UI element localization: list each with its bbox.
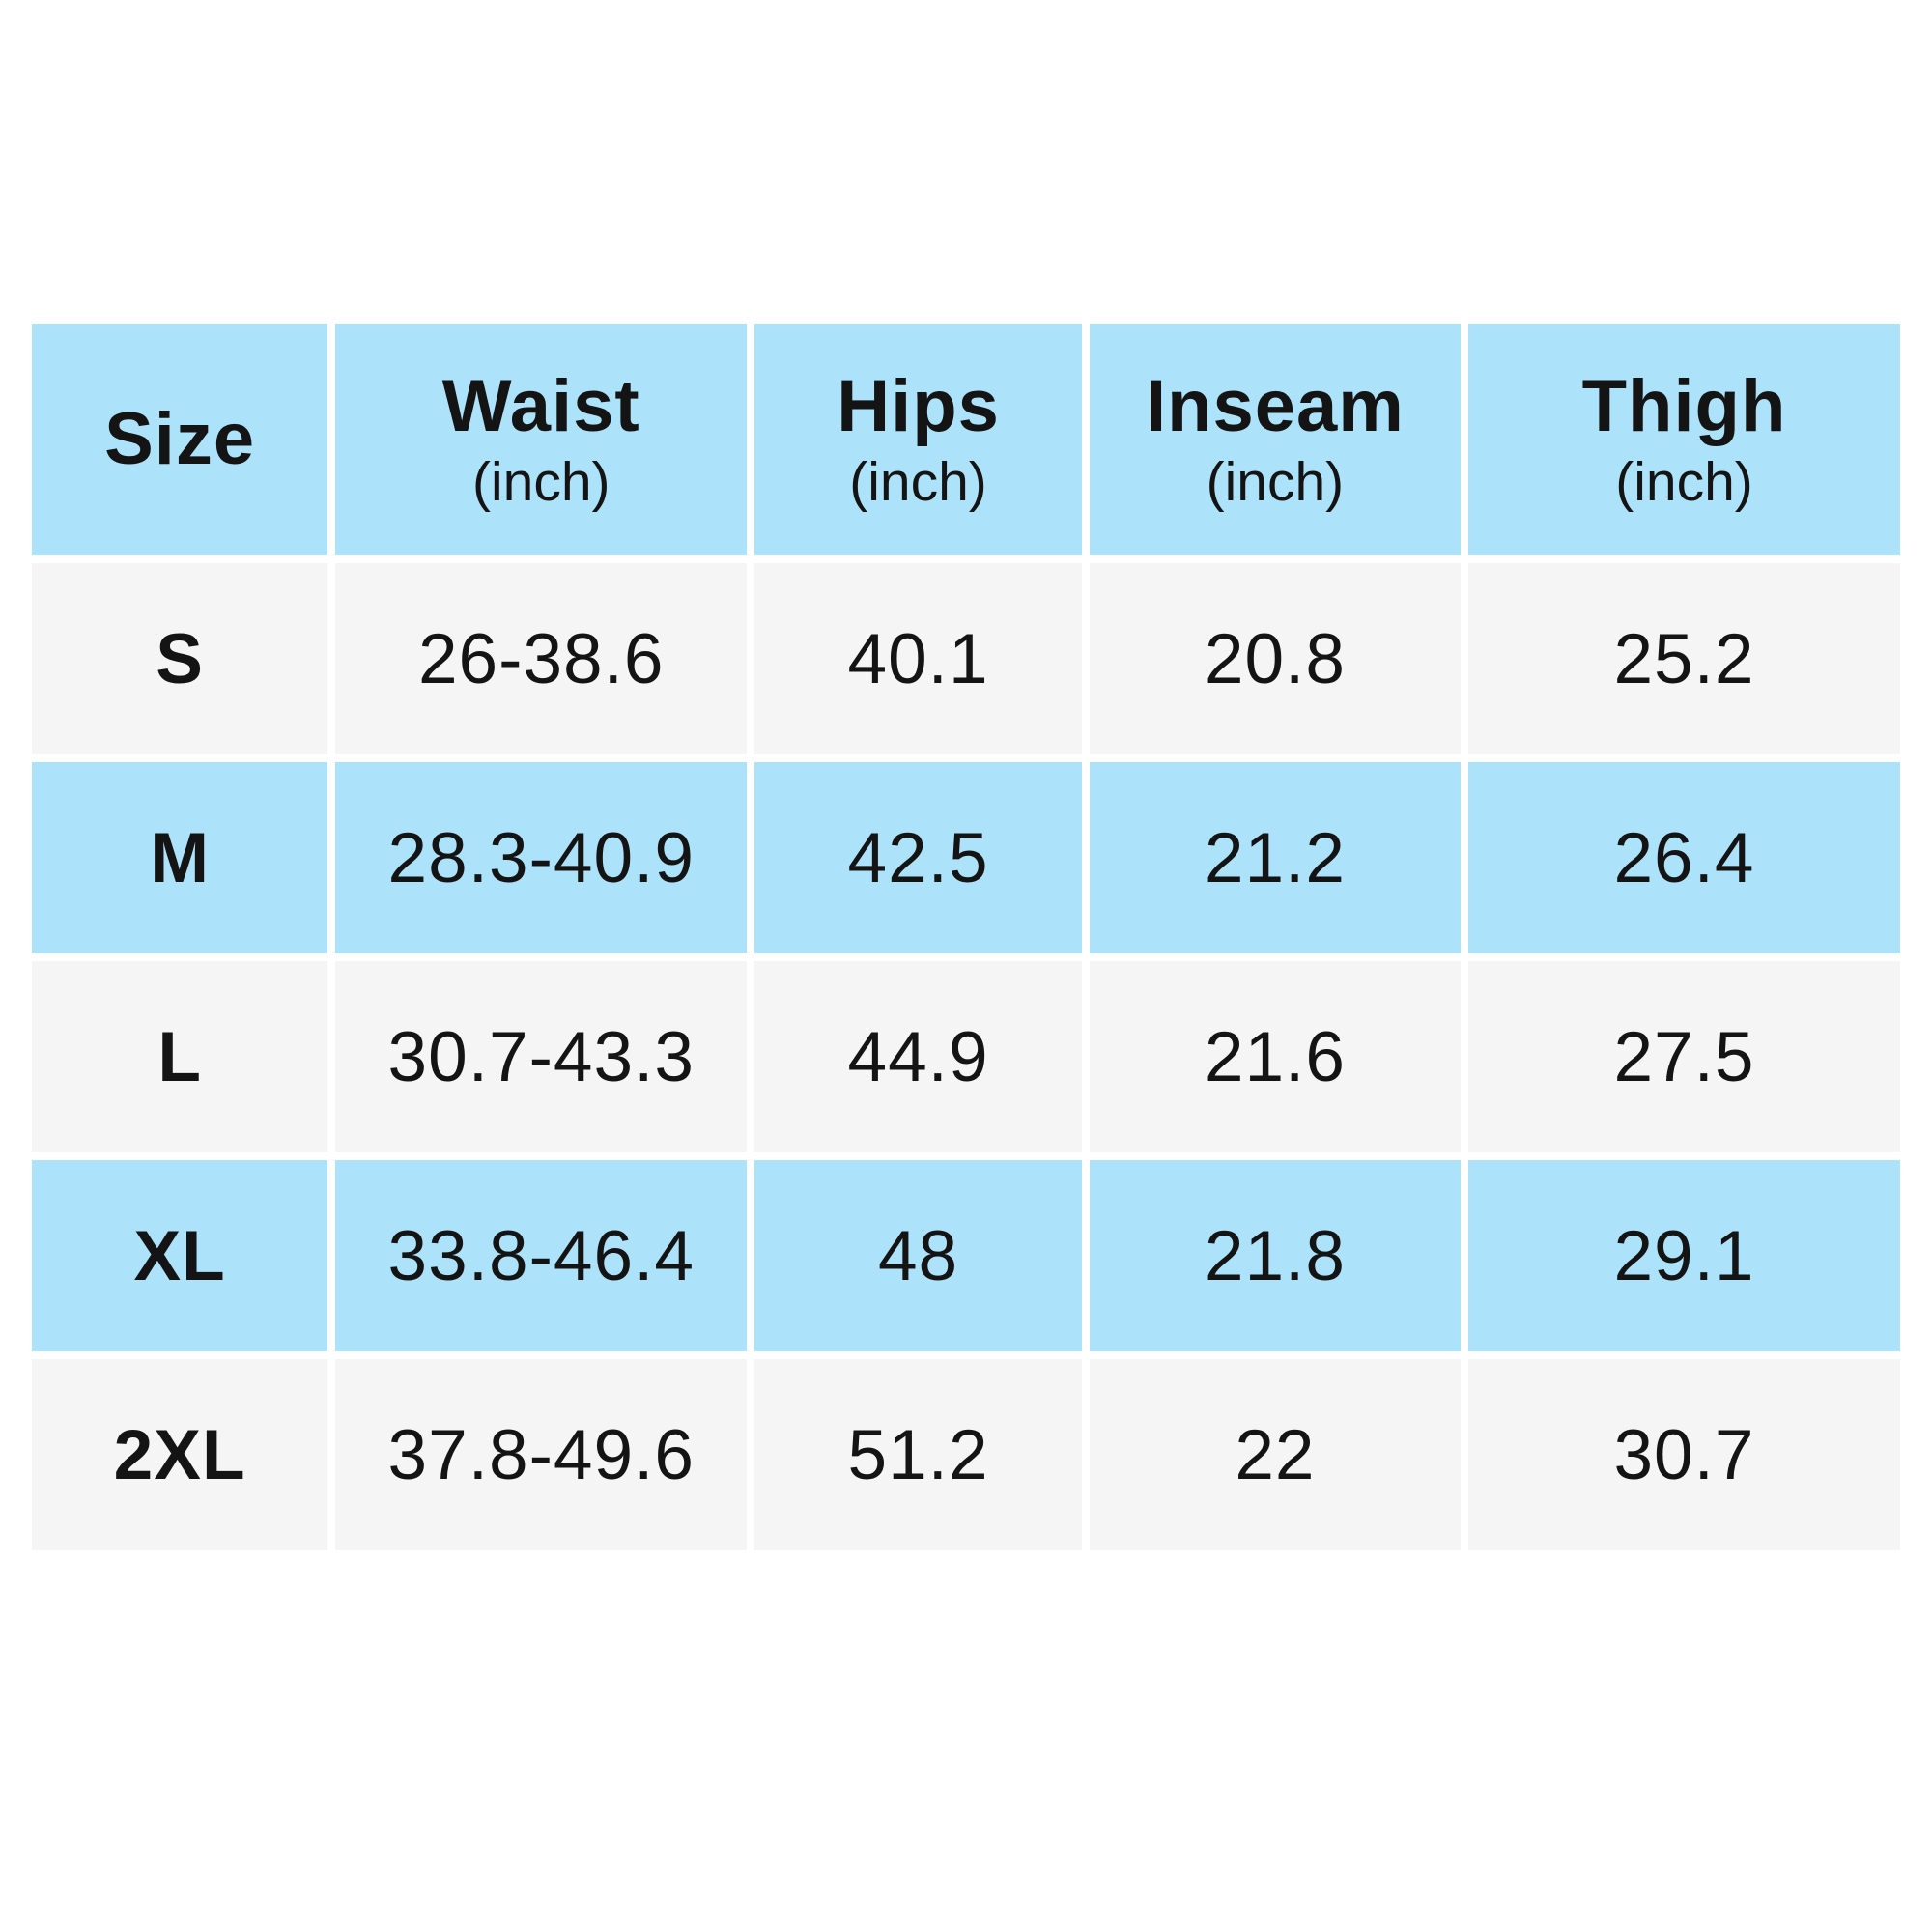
cell-m-thigh: 26.4 (1468, 762, 1900, 953)
table-row-xl: XL 33.8-46.4 48 21.8 29.1 (32, 1160, 1900, 1351)
column-header-inseam: Inseam (inch) (1089, 324, 1462, 555)
cell-xl-thigh: 29.1 (1468, 1160, 1900, 1351)
cell-m-size: M (32, 762, 328, 953)
column-label: Thigh (1581, 364, 1787, 447)
cell-2xl-size: 2XL (32, 1359, 328, 1550)
cell-m-hips: 42.5 (754, 762, 1082, 953)
cell-m-waist: 28.3-40.9 (335, 762, 748, 953)
size-chart-table: Size Waist (inch) Hips (inch) Inseam (in… (24, 316, 1908, 1558)
cell-2xl-thigh: 30.7 (1468, 1359, 1900, 1550)
column-header-hips: Hips (inch) (754, 324, 1082, 555)
column-unit: (inch) (471, 450, 611, 513)
cell-l-thigh: 27.5 (1468, 961, 1900, 1152)
column-label: Waist (441, 364, 640, 447)
column-unit: (inch) (849, 450, 987, 513)
column-header-size: Size (32, 324, 328, 555)
column-label: Inseam (1145, 364, 1405, 447)
cell-l-size: L (32, 961, 328, 1152)
cell-l-waist: 30.7-43.3 (335, 961, 748, 1152)
cell-xl-inseam: 21.8 (1089, 1160, 1462, 1351)
table-row-s: S 26-38.6 40.1 20.8 25.2 (32, 563, 1900, 754)
column-unit: (inch) (1206, 450, 1345, 513)
cell-l-inseam: 21.6 (1089, 961, 1462, 1152)
cell-s-hips: 40.1 (754, 563, 1082, 754)
table-row-2xl: 2XL 37.8-49.6 51.2 22 30.7 (32, 1359, 1900, 1550)
cell-xl-size: XL (32, 1160, 328, 1351)
column-unit: (inch) (1615, 450, 1753, 513)
cell-xl-waist: 33.8-46.4 (335, 1160, 748, 1351)
table-row-m: M 28.3-40.9 42.5 21.2 26.4 (32, 762, 1900, 953)
cell-s-size: S (32, 563, 328, 754)
cell-s-inseam: 20.8 (1089, 563, 1462, 754)
cell-s-waist: 26-38.6 (335, 563, 748, 754)
cell-2xl-hips: 51.2 (754, 1359, 1082, 1550)
size-chart: Size Waist (inch) Hips (inch) Inseam (in… (24, 316, 1908, 1558)
table-row-l: L 30.7-43.3 44.9 21.6 27.5 (32, 961, 1900, 1152)
cell-m-inseam: 21.2 (1089, 762, 1462, 953)
column-label: Size (104, 398, 256, 481)
column-header-waist: Waist (inch) (335, 324, 748, 555)
header-row: Size Waist (inch) Hips (inch) Inseam (in… (32, 324, 1900, 555)
column-label: Hips (837, 364, 1000, 447)
cell-xl-hips: 48 (754, 1160, 1082, 1351)
cell-l-hips: 44.9 (754, 961, 1082, 1152)
cell-s-thigh: 25.2 (1468, 563, 1900, 754)
cell-2xl-waist: 37.8-49.6 (335, 1359, 748, 1550)
cell-2xl-inseam: 22 (1089, 1359, 1462, 1550)
column-header-thigh: Thigh (inch) (1468, 324, 1900, 555)
